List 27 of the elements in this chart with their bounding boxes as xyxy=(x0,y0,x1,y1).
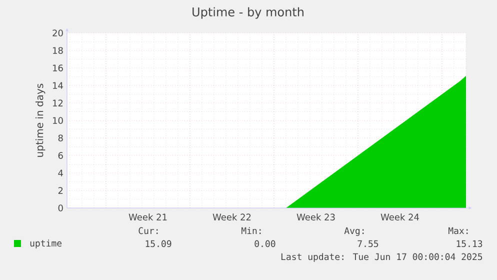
y-tick-label: 12 xyxy=(53,100,63,106)
x-tick-label: Week 24 xyxy=(380,214,419,220)
y-tick-label: 6 xyxy=(58,152,63,159)
y-tick-label: 10 xyxy=(53,117,63,124)
y-tick-label: 16 xyxy=(53,64,63,72)
x-tick-label: Week 21 xyxy=(128,214,167,220)
y-tick-label: 8 xyxy=(58,134,63,142)
y-tick-label: 20 xyxy=(52,30,63,36)
y-tick-label: 0 xyxy=(58,204,63,212)
text: Avg: xyxy=(344,227,364,236)
text: 0.00 xyxy=(254,240,276,248)
text: Cur: xyxy=(138,227,158,234)
text: 15.09 xyxy=(146,240,172,248)
y-tick-label: 2 xyxy=(58,187,63,194)
y-axis-title: uptime in days xyxy=(35,84,46,157)
text: Last update: Tue Jun 17 00:00:04 2025 xyxy=(281,253,482,262)
y-tick-label: 18 xyxy=(53,47,63,54)
y-tick-label: 4 xyxy=(58,170,63,176)
x-tick-label: Week 22 xyxy=(212,214,251,220)
text: Min: xyxy=(242,227,261,234)
chart-title: Uptime - by month xyxy=(192,7,304,19)
text: Max: xyxy=(448,227,468,234)
text: 15.13 xyxy=(456,240,482,248)
legend-label: uptime xyxy=(30,240,62,248)
text: 7.55 xyxy=(358,240,378,248)
y-tick-label: 14 xyxy=(53,82,63,89)
x-tick-label: Week 23 xyxy=(296,214,335,220)
